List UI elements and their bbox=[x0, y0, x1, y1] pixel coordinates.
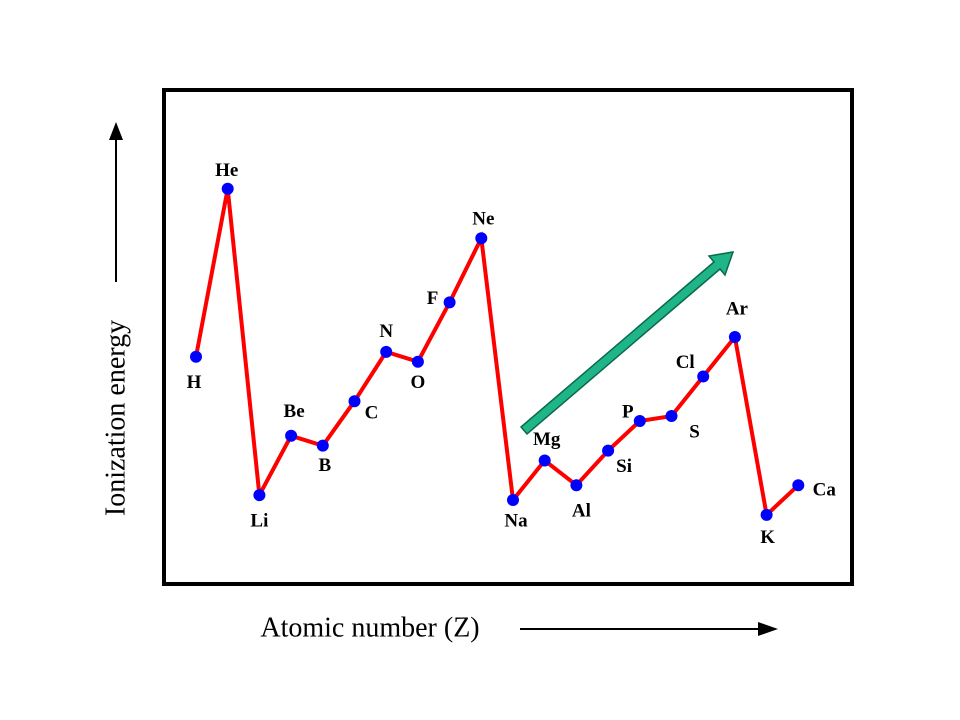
point-label: Mg bbox=[533, 429, 561, 450]
y-axis-title: Ionization energy bbox=[100, 320, 131, 516]
data-point bbox=[570, 479, 583, 492]
point-label: Ne bbox=[472, 209, 494, 230]
data-line bbox=[194, 188, 800, 519]
point-label: Cl bbox=[676, 352, 695, 373]
data-point bbox=[792, 479, 805, 492]
point-label: Ca bbox=[813, 480, 837, 501]
data-point bbox=[411, 355, 424, 368]
data-point bbox=[190, 350, 202, 363]
point-label: Na bbox=[504, 510, 528, 531]
x-axis-arrowhead bbox=[758, 622, 778, 636]
data-point bbox=[507, 494, 519, 507]
data-point bbox=[348, 395, 361, 408]
point-label: F bbox=[427, 288, 439, 309]
point-label: N bbox=[379, 321, 393, 342]
x-axis-title: Atomic number (Z) bbox=[260, 612, 479, 643]
point-label: P bbox=[622, 401, 634, 422]
data-point bbox=[380, 345, 393, 358]
point-label: Li bbox=[250, 510, 268, 531]
point-label: H bbox=[187, 372, 202, 393]
trend-arrow bbox=[519, 251, 735, 436]
point-label: Ar bbox=[726, 298, 749, 319]
point-label: C bbox=[365, 403, 379, 424]
point-label: Si bbox=[616, 456, 632, 477]
point-label: S bbox=[689, 421, 700, 442]
data-point bbox=[728, 331, 741, 343]
data-point bbox=[538, 454, 551, 467]
plot-frame bbox=[162, 88, 854, 586]
point-label: He bbox=[215, 160, 238, 181]
data-point bbox=[665, 410, 678, 423]
data-point bbox=[253, 489, 266, 502]
y-axis-arrowhead bbox=[109, 122, 123, 140]
data-point bbox=[760, 508, 773, 521]
data-point bbox=[316, 439, 329, 452]
point-label: K bbox=[760, 527, 775, 548]
data-point bbox=[633, 414, 646, 427]
point-label: Al bbox=[572, 501, 591, 522]
point-label: B bbox=[318, 455, 331, 476]
data-point bbox=[475, 232, 488, 245]
data-point bbox=[697, 370, 710, 383]
data-point bbox=[602, 444, 615, 457]
data-point bbox=[221, 182, 234, 195]
data-point bbox=[443, 296, 456, 309]
point-label: O bbox=[411, 372, 426, 393]
point-label: Be bbox=[284, 401, 305, 422]
trend-arrow-shape bbox=[519, 251, 735, 436]
data-point bbox=[285, 429, 298, 442]
